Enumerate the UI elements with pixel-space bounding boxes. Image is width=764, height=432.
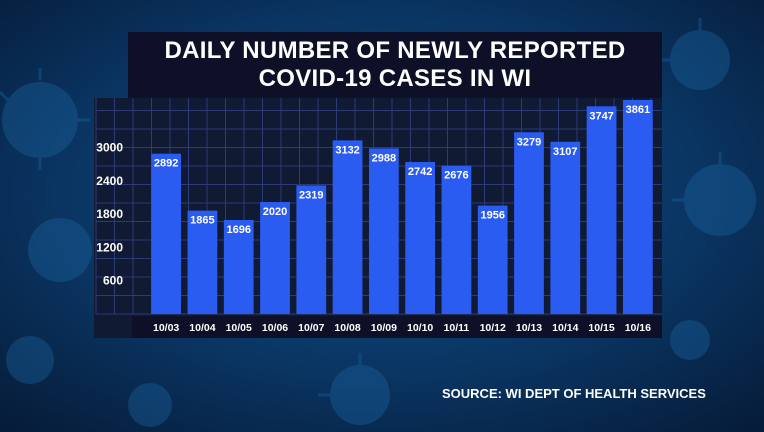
bar xyxy=(151,153,182,314)
x-tick-label: 10/04 xyxy=(189,322,215,334)
x-tick-label: 10/12 xyxy=(480,322,506,334)
bar-value-label: 1956 xyxy=(480,210,504,222)
x-tick-label: 10/08 xyxy=(334,322,360,334)
bar-value-label: 3279 xyxy=(517,136,541,148)
bar xyxy=(622,100,653,314)
bar xyxy=(332,140,363,314)
bar xyxy=(368,148,399,314)
source-caption: SOURCE: WI DEPT OF HEALTH SERVICES xyxy=(442,386,706,401)
bar-value-label: 2020 xyxy=(263,206,287,218)
chart-title: DAILY NUMBER OF NEWLY REPORTED COVID-19 … xyxy=(128,32,662,98)
y-tick-label: 1800 xyxy=(96,207,123,221)
bar xyxy=(477,205,508,314)
x-tick-label: 10/16 xyxy=(625,322,651,334)
bar-value-label: 2319 xyxy=(299,189,323,201)
x-tick-label: 10/11 xyxy=(444,322,470,334)
chart-title-line-1: DAILY NUMBER OF NEWLY REPORTED xyxy=(164,37,626,64)
bar-value-label: 2742 xyxy=(408,166,432,178)
bar xyxy=(187,210,218,314)
chart-title-line-2: COVID-19 CASES IN WI xyxy=(258,65,532,92)
bar xyxy=(296,185,327,314)
bar-value-label: 1696 xyxy=(226,224,250,236)
y-tick-label: 1200 xyxy=(96,240,123,254)
bar-value-label: 3747 xyxy=(589,110,613,122)
x-tick-label: 10/06 xyxy=(262,322,288,334)
bar-value-label: 3861 xyxy=(626,104,650,116)
x-tick-label: 10/03 xyxy=(153,322,179,334)
bar-value-label: 3107 xyxy=(553,146,577,158)
x-tick-label: 10/07 xyxy=(298,322,324,334)
bar xyxy=(550,141,581,314)
bar-value-label: 2988 xyxy=(372,152,396,164)
bar xyxy=(260,202,290,314)
x-axis-strip xyxy=(132,316,662,338)
y-tick-label: 2400 xyxy=(96,174,123,188)
bar-value-label: 3132 xyxy=(335,144,359,156)
bar xyxy=(514,132,544,314)
bar xyxy=(405,162,436,314)
x-tick-label: 10/10 xyxy=(407,322,433,334)
x-tick-label: 10/09 xyxy=(371,322,397,334)
x-tick-label: 10/15 xyxy=(588,322,614,334)
bar xyxy=(441,165,472,314)
x-tick-label: 10/14 xyxy=(552,322,578,334)
x-tick-label: 10/05 xyxy=(226,322,252,334)
bar-value-label: 1865 xyxy=(190,215,214,227)
bar-value-label: 2676 xyxy=(444,170,468,182)
y-tick-label: 3000 xyxy=(96,141,123,155)
x-tick-label: 10/13 xyxy=(516,322,542,334)
y-tick-label: 600 xyxy=(103,274,123,288)
bar-value-label: 2892 xyxy=(154,158,178,170)
bar xyxy=(223,219,254,314)
bar xyxy=(586,106,617,314)
